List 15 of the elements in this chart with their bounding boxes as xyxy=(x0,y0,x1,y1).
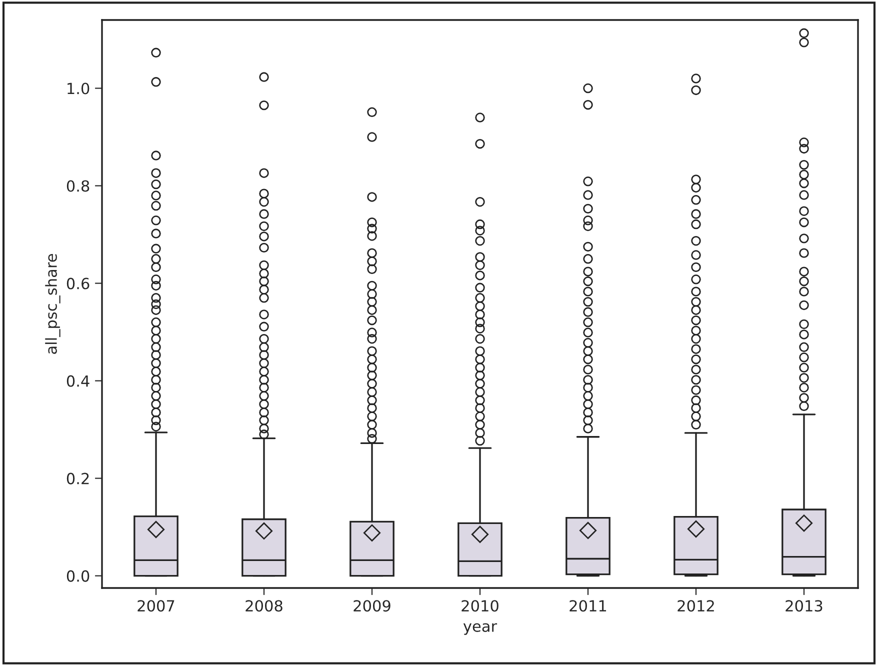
x-tick-label: 2008 xyxy=(246,600,282,612)
x-tick-label: 2012 xyxy=(678,600,714,612)
y-tick-label: 0.8 xyxy=(66,180,90,192)
x-tick-label: 2010 xyxy=(462,600,498,612)
x-axis-title: year xyxy=(463,623,498,635)
x-tick-label: 2007 xyxy=(138,600,174,612)
x-tick-label: 2013 xyxy=(786,600,822,612)
y-tick-label: 1.0 xyxy=(68,82,90,94)
y-tick-label: 0.0 xyxy=(66,570,90,582)
y-tick-label: 0.4 xyxy=(66,375,90,387)
y-tick-label: 0.2 xyxy=(66,472,89,484)
x-tick-label: 2011 xyxy=(570,600,606,612)
y-axis-title: all_psc_share xyxy=(45,254,60,354)
y-tick-label: 0.6 xyxy=(66,278,90,290)
x-tick-label: 2009 xyxy=(354,600,390,612)
